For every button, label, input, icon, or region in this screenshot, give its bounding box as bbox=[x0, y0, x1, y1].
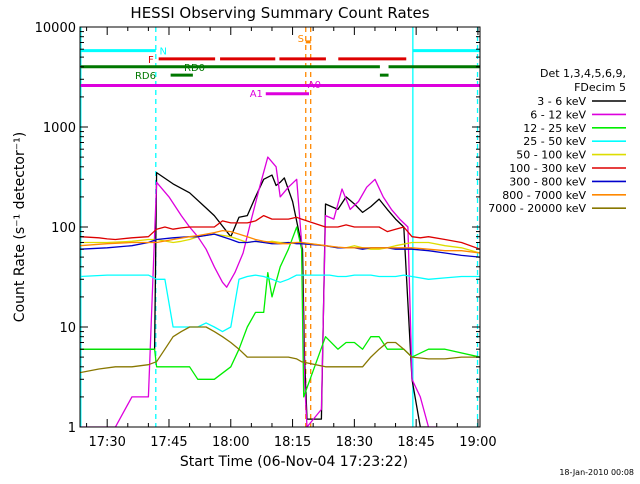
series-line-800-7000-kev bbox=[80, 229, 480, 254]
legend-label-100-300-kev: 100 - 300 keV bbox=[509, 162, 586, 175]
flag-label-a1: A1 bbox=[250, 89, 263, 100]
flag-label-rd6: RD6 bbox=[135, 71, 156, 82]
x-axis-label: Start Time (06-Nov-04 17:23:22) bbox=[180, 454, 408, 470]
y-tick-label-100: 100 bbox=[51, 221, 76, 236]
flag-labels: N S F RD0 RD6 A0 A1 bbox=[135, 34, 321, 100]
y-axis-label: Count Rate (s⁻¹ detector⁻¹) bbox=[12, 132, 28, 322]
legend-label-300-800-kev: 300 - 800 keV bbox=[509, 175, 586, 188]
legend-label-800-7000-kev: 800 - 7000 keV bbox=[502, 189, 586, 202]
y-tick-label-10000: 10000 bbox=[35, 21, 76, 36]
footer-date: 18-Jan-2010 00:08 bbox=[559, 468, 634, 477]
x-tick-label-19-00: 19:00 bbox=[459, 435, 496, 450]
series-lines bbox=[80, 156, 480, 427]
series-line-7000-20000-kev bbox=[80, 326, 480, 374]
x-tick-label-18-00: 18:00 bbox=[212, 435, 249, 450]
x-tick-label-17-30: 17:30 bbox=[88, 435, 125, 450]
flag-label-n: N bbox=[159, 47, 166, 58]
flag-label-a0: A0 bbox=[308, 80, 321, 91]
legend-label-50-100-kev: 50 - 100 keV bbox=[516, 149, 586, 162]
y-tick-label-1000: 1000 bbox=[43, 121, 76, 136]
x-tick-label-18-45: 18:45 bbox=[397, 435, 434, 450]
legend-header-line-1: Det 1,3,4,5,6,9, bbox=[540, 67, 626, 80]
legend-header-line-2: FDecim 5 bbox=[574, 81, 626, 94]
series-line-3-6-kev bbox=[80, 171, 429, 427]
legend-label-7000-20000-kev: 7000 - 20000 keV bbox=[488, 202, 586, 215]
legend-label-6-12-kev: 6 - 12 keV bbox=[530, 108, 586, 121]
flag-label-rd0: RD0 bbox=[184, 63, 205, 74]
axes: 17:30 17:45 18:00 18:15 18:30 18:45 19:00 1 10 10… bbox=[35, 21, 497, 450]
flag-bars bbox=[80, 40, 480, 96]
y-tick-label-1: 1 bbox=[68, 421, 76, 436]
flag-label-s: S bbox=[298, 34, 304, 45]
series-line-12-25-kev bbox=[80, 226, 480, 398]
series-line-100-300-kev bbox=[80, 214, 480, 250]
x-tick-label-17-45: 17:45 bbox=[150, 435, 187, 450]
series-line-6-12-kev bbox=[80, 156, 437, 427]
x-tick-label-18-30: 18:30 bbox=[336, 435, 373, 450]
y-tick-label-10: 10 bbox=[59, 321, 76, 336]
legend-label-25-50-kev: 25 - 50 keV bbox=[523, 135, 586, 148]
flag-label-f: F bbox=[148, 55, 154, 66]
chart-title: HESSI Observing Summary Count Rates bbox=[130, 4, 429, 22]
legend-label-3-6-kev: 3 - 6 keV bbox=[537, 95, 586, 108]
x-tick-label-18-15: 18:15 bbox=[274, 435, 311, 450]
legend-label-12-25-kev: 12 - 25 keV bbox=[523, 122, 586, 135]
series-line-25-50-kev bbox=[80, 274, 480, 333]
